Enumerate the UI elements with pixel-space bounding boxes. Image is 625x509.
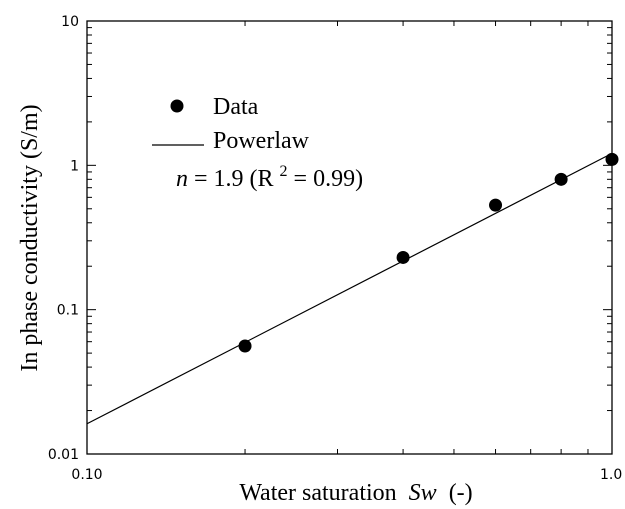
series-layer bbox=[86, 152, 619, 425]
y-axis-title: In phase conductivity (S/m) bbox=[17, 104, 43, 371]
y-tick-label: 1 bbox=[70, 158, 79, 174]
legend-label-powerlaw: Powerlaw bbox=[213, 128, 310, 154]
x-axis-title-var: Sw bbox=[409, 480, 437, 506]
annotation-text: = 1.9 (R bbox=[194, 166, 274, 192]
annotation-text-end: = 0.99) bbox=[294, 166, 364, 192]
annotation-fit: n = 1.9 (R 2 = 0.99) bbox=[176, 156, 363, 192]
powerlaw-fit-line bbox=[86, 152, 613, 425]
x-axis-title-unit: (-) bbox=[449, 480, 473, 506]
legend-label-data: Data bbox=[213, 94, 259, 120]
ticks-layer: 0.10 1.0 0.01 0.1 1 10 bbox=[48, 14, 622, 483]
legend-marker-data bbox=[170, 99, 184, 113]
data-point bbox=[238, 339, 252, 353]
y-tick-label: 0.1 bbox=[57, 303, 79, 319]
x-tick-label: 0.10 bbox=[71, 467, 102, 483]
y-tick-label: 0.01 bbox=[48, 447, 79, 463]
annotation-var: n bbox=[176, 166, 188, 192]
annotation-sup: 2 bbox=[280, 163, 288, 180]
y-tick-label: 10 bbox=[61, 14, 79, 30]
data-point bbox=[605, 152, 619, 166]
data-point bbox=[489, 198, 503, 212]
plot-frame bbox=[86, 20, 613, 455]
legend: Data Powerlaw n = 1.9 (R 2 = 0.99) bbox=[152, 94, 363, 192]
x-axis-title-label: Water saturation bbox=[239, 480, 396, 506]
x-axis-title: Water saturation Sw (-) bbox=[239, 480, 472, 506]
x-tick-label: 1.0 bbox=[600, 467, 622, 483]
data-point bbox=[396, 250, 410, 264]
